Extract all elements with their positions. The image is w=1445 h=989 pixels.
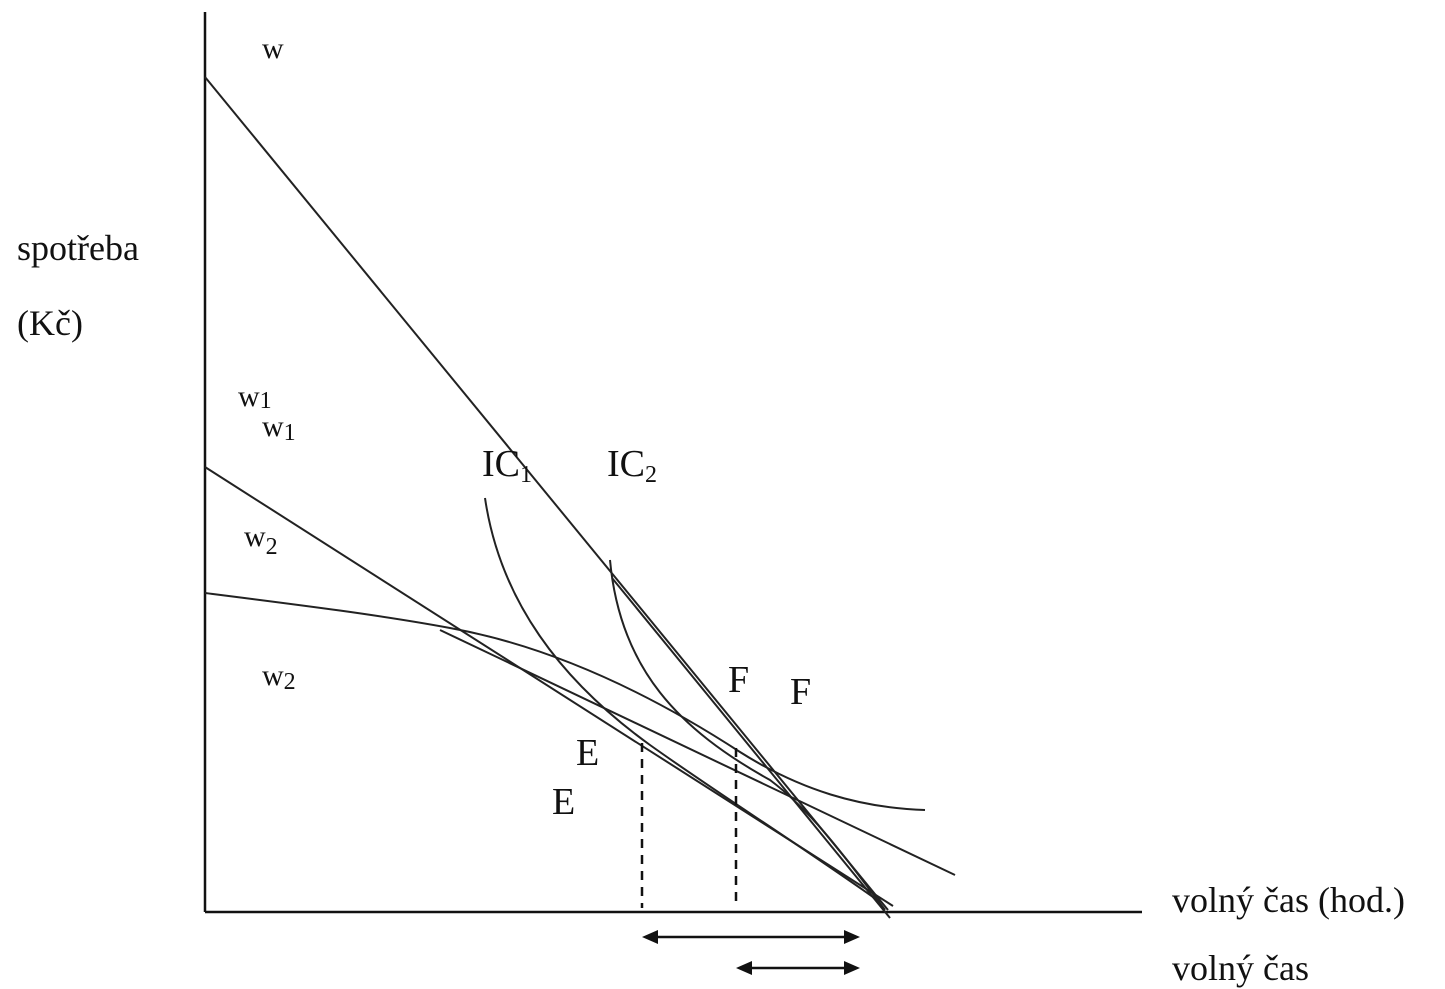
label-w1-a: w1 bbox=[238, 380, 272, 414]
label-w1-b: w1 bbox=[262, 410, 296, 446]
label-e-upper: E bbox=[576, 732, 599, 774]
label-f-left: F bbox=[728, 659, 749, 701]
x-axis-label-secondary: volný čas bbox=[1172, 948, 1309, 988]
label-f-right: F bbox=[790, 671, 811, 713]
y-axis-label-line1: spotřeba bbox=[17, 228, 139, 268]
label-ic2: IC2 bbox=[607, 443, 657, 488]
label-w2-b: w2 bbox=[262, 659, 296, 695]
budget-curve-w2 bbox=[204, 592, 926, 811]
x-axis-label: volný čas (hod.) bbox=[1172, 880, 1405, 920]
budget-line-w2 bbox=[439, 629, 956, 876]
label-w2-a: w2 bbox=[244, 520, 278, 560]
label-w: w bbox=[262, 32, 284, 65]
label-e-lower: E bbox=[552, 781, 575, 823]
indifference-curve-ic1 bbox=[484, 497, 881, 903]
budget-line-w bbox=[204, 76, 889, 911]
double-arrow-short bbox=[736, 961, 860, 975]
indifference-curve-ic2 bbox=[609, 559, 886, 911]
double-arrow-long bbox=[642, 930, 860, 944]
budget-line-steep bbox=[611, 577, 891, 919]
label-ic1: IC1 bbox=[482, 443, 532, 488]
y-axis-label-line2: (Kč) bbox=[17, 303, 83, 343]
